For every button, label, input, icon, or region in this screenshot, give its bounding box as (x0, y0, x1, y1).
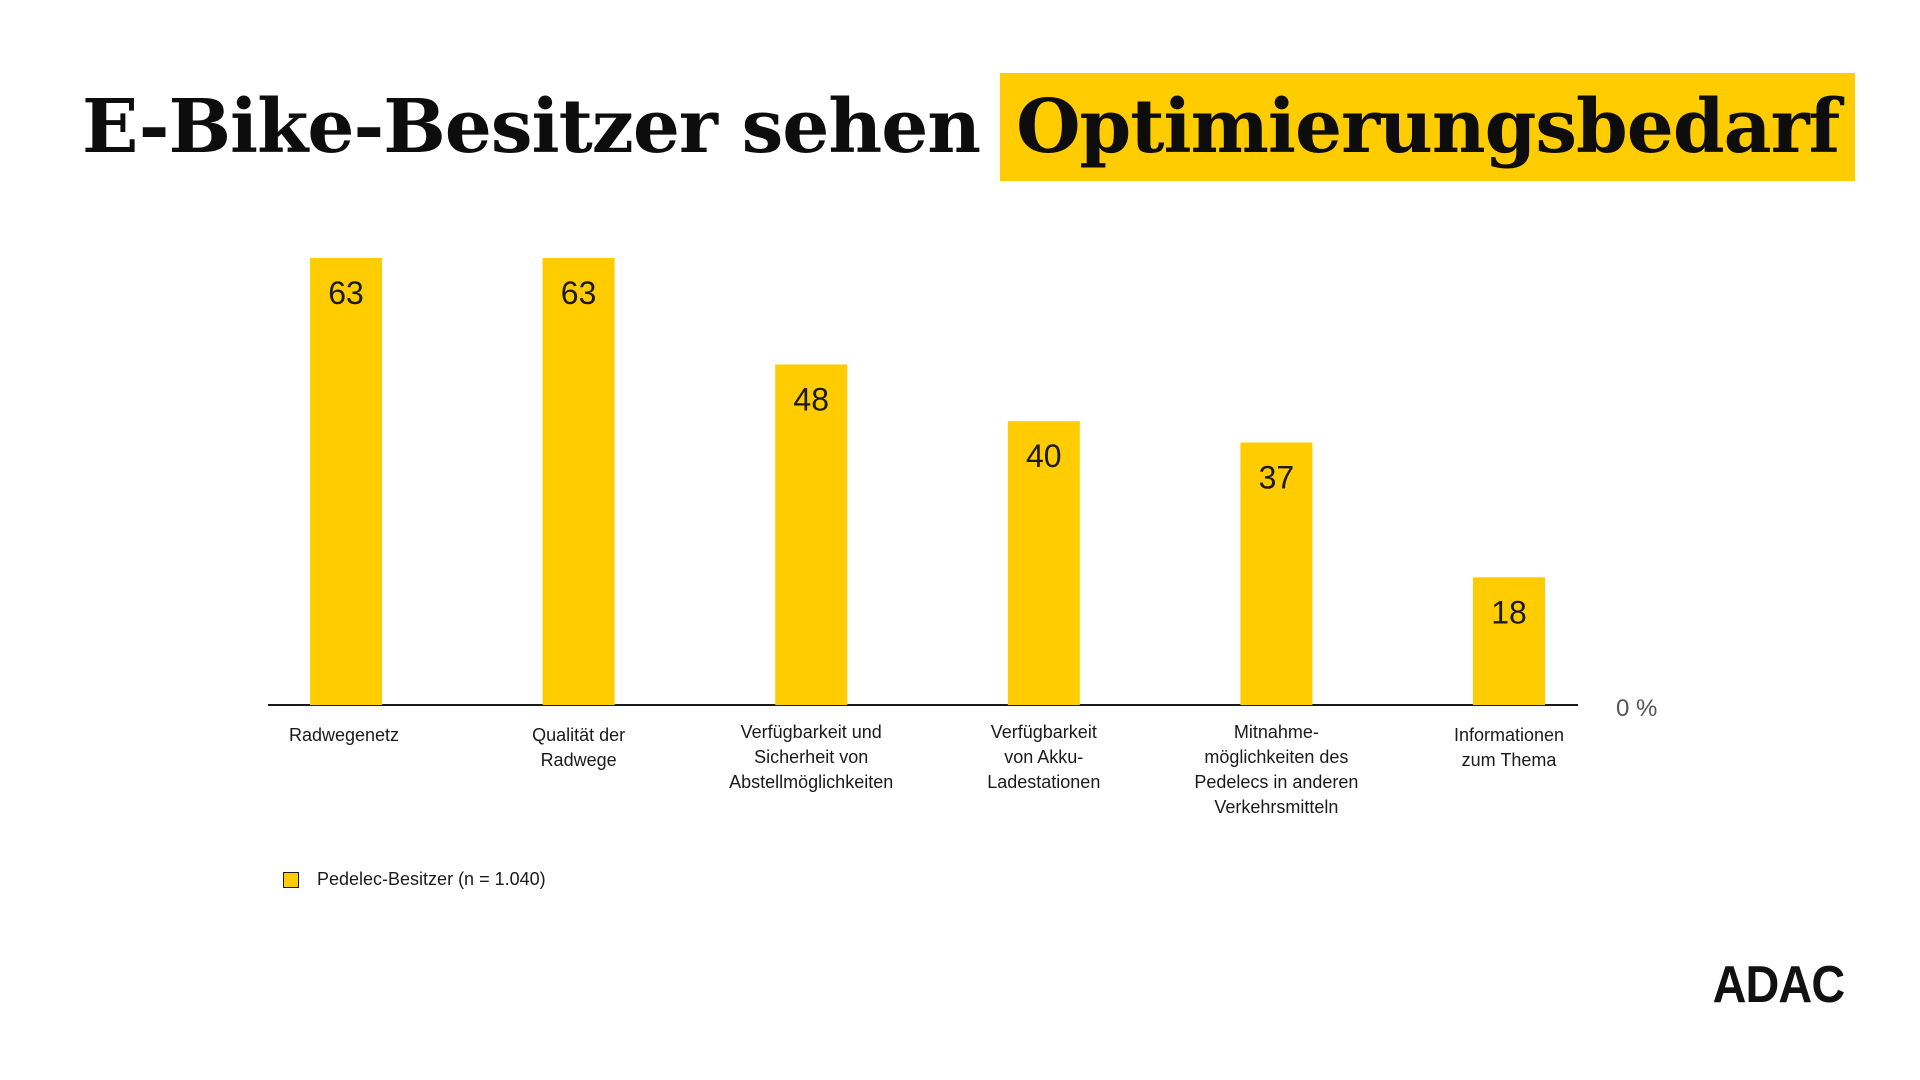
category-label-line: Ladestationen (987, 772, 1100, 792)
title-plain: E-Bike-Besitzer sehen (82, 84, 981, 170)
bar-2 (542, 258, 615, 705)
data-label-2: 63 (561, 275, 597, 311)
bar-4 (1007, 421, 1080, 705)
category-label-6: Informationen zum Thema (1454, 725, 1564, 770)
legend-swatch (283, 871, 299, 888)
category-label-4: Verfügbarkeit von Akku- Ladestationen (987, 722, 1100, 792)
category-label-line: Informationen (1454, 725, 1564, 745)
bar-3 (775, 364, 848, 705)
y-axis-zero-label: 0 % (1616, 695, 1657, 722)
data-label-3: 48 (793, 381, 829, 417)
category-label-line: von Akku- (1004, 747, 1083, 767)
category-label-line: Radwegenetz (289, 725, 399, 745)
bar-5 (1240, 442, 1313, 705)
category-label-line: Radwege (541, 750, 617, 770)
category-label-5: Mitnahme-möglichkeiten des Pedelecs in an… (1194, 722, 1358, 817)
bar-6 (1473, 577, 1545, 705)
page-title: E-Bike-Besitzer sehen Optimierungsbedarf (82, 72, 1856, 182)
category-label-line: Sicherheit von (754, 747, 868, 767)
category-label-line: Abstellmöglichkeiten (729, 772, 893, 792)
adac-logo: ADAC (1712, 956, 1844, 1014)
legend-label: Pedelec-Besitzer (n = 1.040) (317, 869, 546, 889)
category-label-3: Verfügbarkeit und Sicherheit von Abstellmö… (729, 722, 893, 792)
category-label-2: Qualität der Radwege (532, 725, 625, 770)
category-label-line: Pedelecs in anderen (1194, 772, 1358, 792)
title-highlight: Optimierungsbedarf (1000, 73, 1856, 181)
legend: Pedelec-Besitzer (n = 1.040) (283, 869, 546, 890)
category-label-line: Verfügbarkeit und (741, 722, 882, 742)
bar-1 (310, 258, 382, 705)
category-label-line: Qualität der (532, 725, 625, 745)
category-label-line: Verkehrsmitteln (1214, 797, 1338, 817)
category-label-line: Verfügbarkeit (991, 722, 1097, 742)
category-label-1: Radwegenetz (289, 725, 399, 745)
data-label-5: 37 (1259, 459, 1295, 495)
category-label-line: zum Thema (1462, 750, 1558, 770)
data-label-1: 63 (328, 275, 364, 311)
data-label-6: 18 (1491, 594, 1527, 630)
category-label-line: möglichkeiten des (1204, 747, 1348, 767)
category-label-line: Mitnahme- (1234, 722, 1319, 742)
data-label-4: 40 (1026, 438, 1062, 474)
